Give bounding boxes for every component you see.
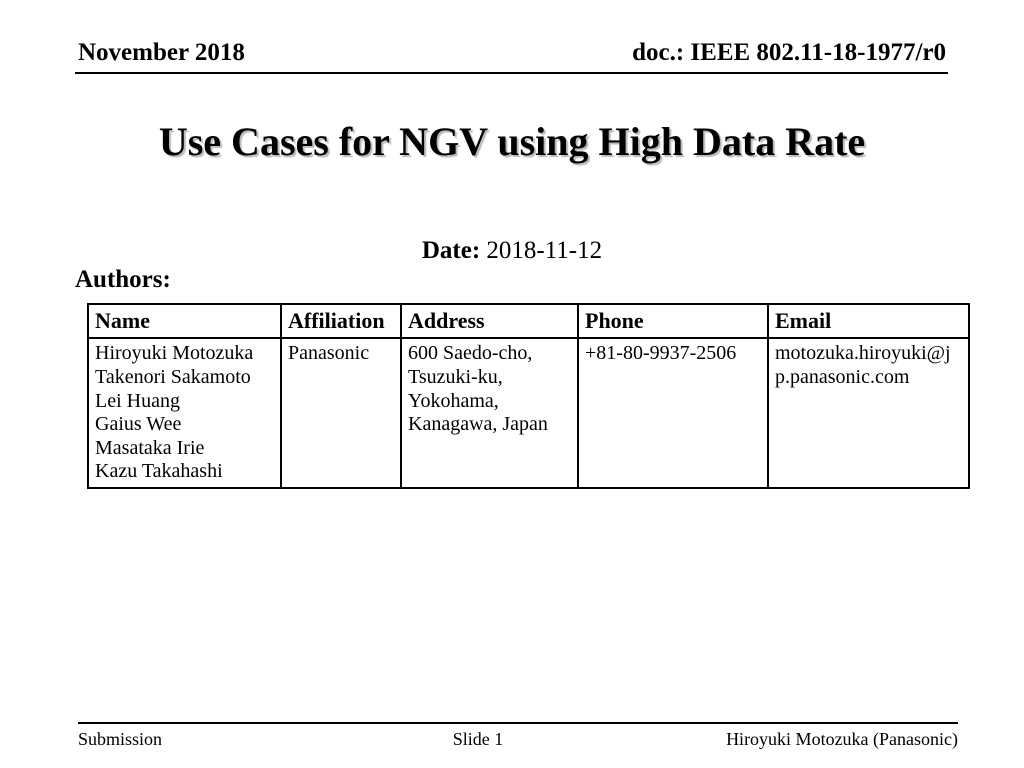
cell-address: 600 Saedo-cho, Tsuzuki-ku, Yokohama, Kan… xyxy=(400,337,579,489)
date-label: Date: xyxy=(421,237,481,264)
footer-author: Hiroyuki Motozuka (Panasonic) xyxy=(726,729,959,749)
col-header-email: Email xyxy=(767,302,970,340)
cell-affiliation: Panasonic xyxy=(280,337,402,489)
cell-email: motozuka.hiroyuki@jp.panasonic.com xyxy=(767,337,970,489)
slide-title: Use Cases for NGV using High Data Rate xyxy=(158,119,866,164)
authors-table: Name Affiliation Address Phone Email Hir… xyxy=(87,302,970,489)
date-line: Date: 2018-11-12 xyxy=(0,236,1024,266)
header-date: November 2018 xyxy=(78,39,245,66)
slide-footer: Submission Slide 1 Hiroyuki Motozuka (Pa… xyxy=(78,722,958,751)
col-header-phone: Phone xyxy=(577,302,769,340)
authors-label: Authors: xyxy=(75,266,171,293)
header-doc-number: doc.: IEEE 802.11-18-1977/r0 xyxy=(632,39,946,66)
col-header-affiliation: Affiliation xyxy=(280,302,402,340)
footer-submission: Submission xyxy=(78,729,163,749)
table-header-row: Name Affiliation Address Phone Email xyxy=(87,302,970,340)
table-row: Hiroyuki Motozuka Takenori Sakamoto Lei … xyxy=(87,337,970,489)
col-header-name: Name xyxy=(87,302,282,340)
cell-phone: +81-80-9937-2506 xyxy=(577,337,769,489)
date-value: 2018-11-12 xyxy=(486,237,603,264)
col-header-address: Address xyxy=(400,302,579,340)
slide-header: November 2018 doc.: IEEE 802.11-18-1977/… xyxy=(75,38,948,74)
cell-names: Hiroyuki Motozuka Takenori Sakamoto Lei … xyxy=(87,337,282,489)
footer-slide-number: Slide 1 xyxy=(452,729,504,749)
